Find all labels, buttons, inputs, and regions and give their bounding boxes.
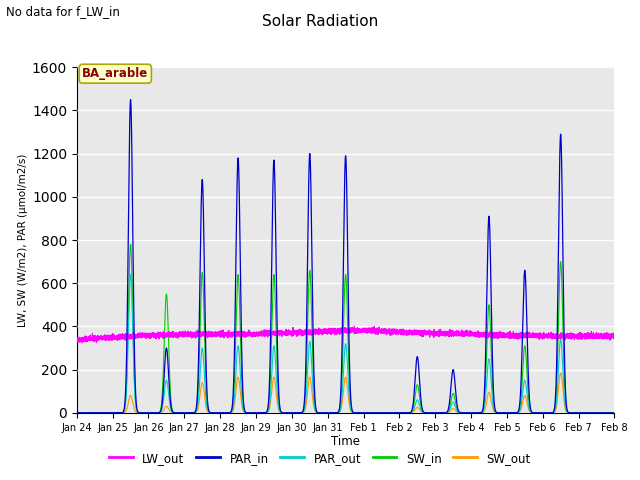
Text: Solar Radiation: Solar Radiation — [262, 14, 378, 29]
Y-axis label: LW, SW (W/m2), PAR (μmol/m2/s): LW, SW (W/m2), PAR (μmol/m2/s) — [18, 153, 28, 327]
X-axis label: Time: Time — [331, 435, 360, 448]
Legend: LW_out, PAR_in, PAR_out, SW_in, SW_out: LW_out, PAR_in, PAR_out, SW_in, SW_out — [104, 447, 536, 469]
Text: No data for f_LW_in: No data for f_LW_in — [6, 5, 120, 18]
Text: BA_arable: BA_arable — [82, 67, 148, 80]
